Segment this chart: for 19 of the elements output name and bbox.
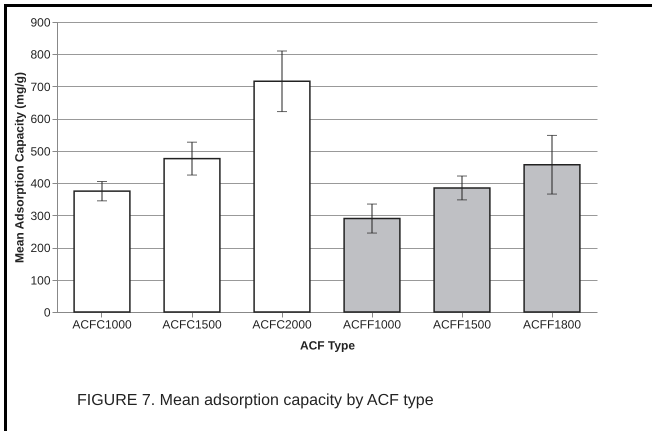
y-tick-label: 900 [30,16,51,30]
y-tick-label: 600 [30,112,51,126]
y-tick-label: 200 [30,241,51,256]
y-tick-label: 500 [30,144,51,158]
y-axis-title: Mean Adsorption Capacity (mg/g) [12,72,26,263]
x-tick-label: ACFF1500 [432,318,492,332]
y-tick-label: 700 [30,80,51,94]
x-tick-label: ACFF1800 [522,318,582,332]
x-axis-title: ACF Type [300,338,356,352]
x-tick-label: ACFC1500 [162,318,222,332]
y-tick-label: 0 [44,306,51,320]
x-tick-label: ACFC1000 [72,318,132,332]
y-tick-label: 300 [30,208,51,223]
x-tick-label: ACFC2000 [252,318,312,332]
x-tick-label: ACFF1000 [342,318,402,332]
y-tick-label: 100 [30,273,51,288]
y-tick-label: 400 [30,176,51,191]
y-tick-label: 800 [30,48,51,62]
caption: FIGURE 7. Mean adsorption capacity by ACF type [77,392,434,410]
